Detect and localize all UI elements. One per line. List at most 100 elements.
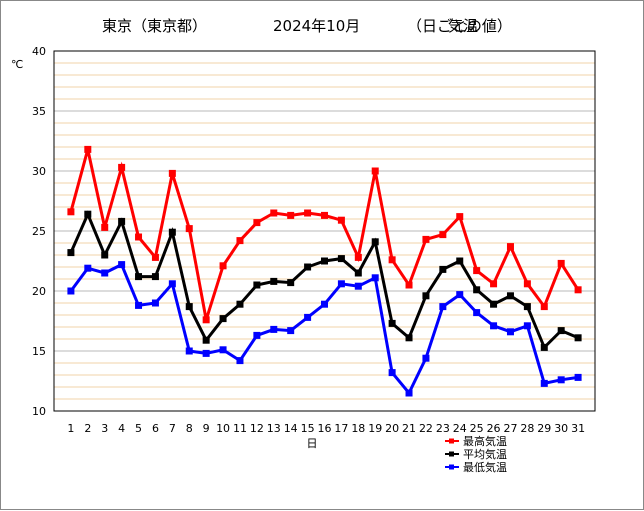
data-point bbox=[202, 316, 210, 324]
data-point bbox=[84, 210, 92, 218]
series-line bbox=[69, 262, 579, 396]
data-point bbox=[202, 336, 210, 344]
x-tick-label: 19 bbox=[368, 422, 382, 435]
x-tick-label: 28 bbox=[520, 422, 534, 435]
y-tick-labels: 10 15 20 25 30 35 40 bbox=[32, 45, 46, 418]
data-point bbox=[287, 327, 295, 335]
data-point bbox=[574, 334, 582, 342]
y-axis-unit: ℃ bbox=[11, 58, 23, 71]
data-point bbox=[321, 300, 328, 308]
data-point bbox=[371, 274, 379, 282]
data-point bbox=[135, 273, 143, 281]
data-point bbox=[405, 281, 413, 289]
x-tick-label: 26 bbox=[487, 422, 501, 435]
legend-marker bbox=[449, 451, 454, 457]
series-lines bbox=[67, 145, 582, 397]
chart-title-part: 東京（東京都） bbox=[102, 17, 207, 35]
x-tick-label: 11 bbox=[233, 422, 247, 435]
chart-title-part: 気温 bbox=[448, 17, 478, 35]
data-point bbox=[354, 269, 362, 277]
chart-title: 東京（東京都） 2024年10月 （日ごとの値）気温 bbox=[102, 17, 512, 35]
x-tick-label: 23 bbox=[436, 422, 450, 435]
x-tick-label: 14 bbox=[284, 422, 298, 435]
data-point bbox=[236, 300, 244, 308]
data-point bbox=[67, 287, 75, 295]
data-point bbox=[151, 253, 159, 261]
data-point bbox=[456, 213, 464, 221]
data-point bbox=[540, 303, 548, 311]
data-point bbox=[473, 267, 481, 275]
x-tick-label: 4 bbox=[118, 422, 125, 435]
data-point bbox=[388, 319, 396, 327]
x-tick-label: 29 bbox=[537, 422, 551, 435]
data-point bbox=[118, 217, 126, 225]
data-point bbox=[287, 211, 295, 219]
x-tick-label: 25 bbox=[470, 422, 484, 435]
y-tick-label: 15 bbox=[32, 345, 46, 358]
data-point bbox=[337, 255, 345, 263]
x-axis-label: 日 bbox=[307, 437, 318, 450]
data-point bbox=[135, 301, 143, 309]
legend-label: 最高気温 bbox=[463, 434, 507, 448]
data-point bbox=[557, 327, 565, 335]
data-point bbox=[473, 309, 481, 317]
data-point bbox=[354, 282, 362, 290]
data-point bbox=[371, 167, 379, 175]
chart-title-part: 2024年10月 bbox=[273, 17, 360, 35]
data-point bbox=[422, 235, 430, 243]
x-tick-label: 20 bbox=[385, 422, 399, 435]
data-point bbox=[168, 228, 176, 236]
data-point bbox=[219, 262, 227, 270]
data-point bbox=[287, 279, 295, 287]
data-point bbox=[371, 238, 379, 246]
data-point bbox=[219, 346, 227, 354]
data-point bbox=[456, 257, 464, 265]
data-point bbox=[506, 292, 514, 300]
x-tick-label: 12 bbox=[250, 422, 264, 435]
data-point bbox=[67, 249, 75, 257]
x-tick-label: 8 bbox=[186, 422, 193, 435]
data-point bbox=[101, 223, 109, 231]
x-tick-label: 18 bbox=[351, 422, 365, 435]
data-point bbox=[439, 303, 447, 311]
data-point bbox=[422, 292, 430, 300]
data-point bbox=[219, 315, 227, 323]
data-point bbox=[151, 299, 159, 307]
data-point bbox=[354, 253, 362, 261]
data-point bbox=[270, 277, 278, 285]
data-point bbox=[185, 225, 193, 233]
grid-lines bbox=[54, 62, 595, 400]
data-point bbox=[490, 300, 498, 308]
data-point bbox=[473, 286, 481, 294]
data-point bbox=[523, 303, 531, 311]
data-point bbox=[321, 211, 328, 219]
data-point bbox=[405, 389, 413, 397]
series bbox=[67, 210, 582, 351]
plot-area bbox=[53, 50, 596, 412]
x-tick-label: 31 bbox=[571, 422, 585, 435]
x-tick-label: 17 bbox=[334, 422, 348, 435]
x-tick-label: 9 bbox=[203, 422, 210, 435]
y-tick-label: 35 bbox=[32, 105, 46, 118]
data-point bbox=[456, 291, 464, 299]
y-tick-label: 40 bbox=[32, 45, 46, 58]
data-point bbox=[185, 303, 193, 311]
x-tick-labels: 1 2 3 4 5 6 7 8 9 10 11 12 13 14 15 16 17 18 19 20 21 22 23 24 2… bbox=[67, 422, 585, 435]
y-tick-label: 25 bbox=[32, 225, 46, 238]
data-point bbox=[337, 216, 345, 224]
data-point bbox=[304, 209, 312, 217]
x-tick-label: 1 bbox=[67, 422, 74, 435]
data-point bbox=[101, 251, 109, 259]
legend-marker bbox=[449, 438, 454, 444]
x-tick-label: 15 bbox=[301, 422, 315, 435]
data-point bbox=[388, 369, 396, 377]
y-tick-label: 20 bbox=[32, 285, 46, 298]
data-point bbox=[523, 322, 531, 330]
legend-label: 平均気温 bbox=[463, 447, 507, 461]
data-point bbox=[540, 379, 548, 387]
data-point bbox=[557, 259, 565, 267]
data-point bbox=[135, 233, 143, 241]
data-point bbox=[506, 328, 514, 336]
